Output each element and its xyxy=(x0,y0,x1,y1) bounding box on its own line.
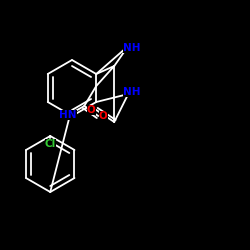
Text: O: O xyxy=(99,111,108,121)
Text: NH: NH xyxy=(124,87,141,97)
Text: Cl: Cl xyxy=(44,139,56,149)
Text: NH: NH xyxy=(124,43,141,53)
Text: O: O xyxy=(87,105,96,115)
Text: HN: HN xyxy=(60,110,77,120)
